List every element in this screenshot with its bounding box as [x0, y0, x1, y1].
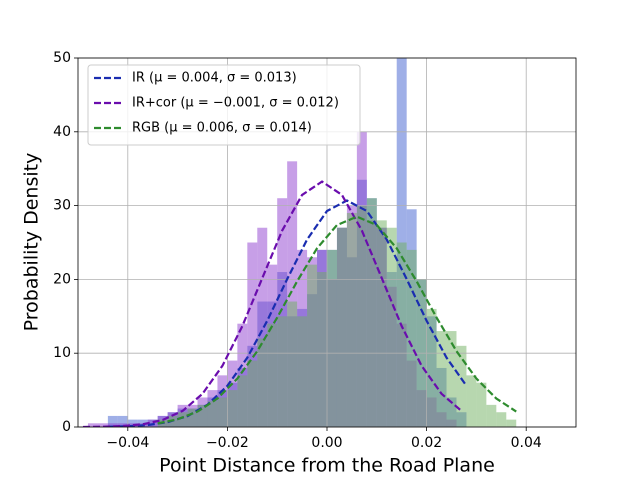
- legend-label: IR+cor (μ = −0.001, σ = 0.012): [132, 96, 339, 111]
- histogram-bar: [346, 212, 357, 427]
- histogram-bar: [177, 412, 188, 427]
- y-tick-label: 0: [62, 419, 71, 435]
- histogram-bar: [506, 419, 517, 427]
- histogram-bar: [436, 331, 447, 427]
- fit-curve: [82, 180, 463, 427]
- legend-label: RGB (μ = 0.006, σ = 0.014): [132, 121, 312, 136]
- histogram-bar: [277, 316, 288, 427]
- histogram-bar: [117, 415, 128, 427]
- histogram-bar: [117, 423, 128, 427]
- legend: IR (μ = 0.004, σ = 0.013) IR+cor (μ = −0.…: [87, 64, 361, 146]
- histogram-bar: [456, 345, 467, 427]
- histogram-bar: [307, 264, 318, 427]
- histogram-bar: [247, 360, 258, 427]
- x-tick-label: 0.02: [411, 435, 442, 451]
- axes: −0.04 −0.02 0.00 0.02 0.04 0 10 20 30 40 50: [53, 50, 542, 451]
- legend-label: IR (μ = 0.004, σ = 0.013): [132, 71, 297, 86]
- histogram-bar: [396, 242, 407, 427]
- histogram-bar: [247, 242, 258, 427]
- histogram-bar: [287, 301, 298, 427]
- x-tick-label: 0.00: [311, 435, 342, 451]
- histogram-bar: [356, 205, 367, 427]
- histogram-bar: [257, 338, 268, 427]
- histogram-bar: [406, 249, 417, 427]
- y-tick-label: 30: [53, 198, 71, 214]
- histogram-bar: [107, 415, 118, 427]
- histogram-bar: [366, 198, 377, 427]
- histogram-bar: [107, 423, 118, 427]
- y-tick-label: 10: [53, 345, 71, 361]
- x-axis-label: Point Distance from the Road Plane: [159, 455, 495, 477]
- histogram-bar: [217, 397, 228, 427]
- histogram-bar: [267, 323, 278, 427]
- histogram-bar: [336, 227, 347, 427]
- histogram-bar: [426, 308, 437, 427]
- histogram-bar: [327, 249, 337, 427]
- x-tick-label: 0.04: [511, 435, 542, 451]
- histogram-bar: [386, 227, 397, 427]
- legend-box: [87, 64, 361, 146]
- histograms: [87, 58, 517, 427]
- histogram-bar: [237, 375, 248, 427]
- histogram-bar: [376, 220, 387, 427]
- histogram-bar: [486, 404, 497, 427]
- histogram-bar: [87, 423, 98, 427]
- histogram-bar: [466, 375, 477, 427]
- histogram-bar: [197, 404, 208, 427]
- fit-curve: [157, 215, 517, 425]
- histogram-bar: [257, 227, 268, 427]
- histogram-bar: [496, 412, 507, 427]
- y-axis-label: Probability Density: [21, 153, 43, 332]
- histogram-bar: [277, 198, 288, 427]
- y-tick-label: 40: [53, 124, 71, 140]
- y-tick-label: 50: [53, 50, 71, 66]
- histogram-bar: [446, 331, 457, 427]
- histogram-bar: [207, 401, 218, 427]
- histogram-bar: [97, 423, 108, 427]
- histogram-bar: [317, 272, 327, 427]
- histogram-bar: [187, 408, 198, 427]
- histogram-bar: [476, 382, 487, 427]
- histogram-bar: [287, 161, 298, 427]
- x-tick-label: −0.04: [106, 435, 149, 451]
- histogram-bar: [227, 390, 238, 427]
- x-tick-label: −0.02: [206, 435, 249, 451]
- histogram-bar: [297, 316, 308, 427]
- y-tick-label: 20: [53, 271, 71, 287]
- fit-curves: [82, 180, 517, 427]
